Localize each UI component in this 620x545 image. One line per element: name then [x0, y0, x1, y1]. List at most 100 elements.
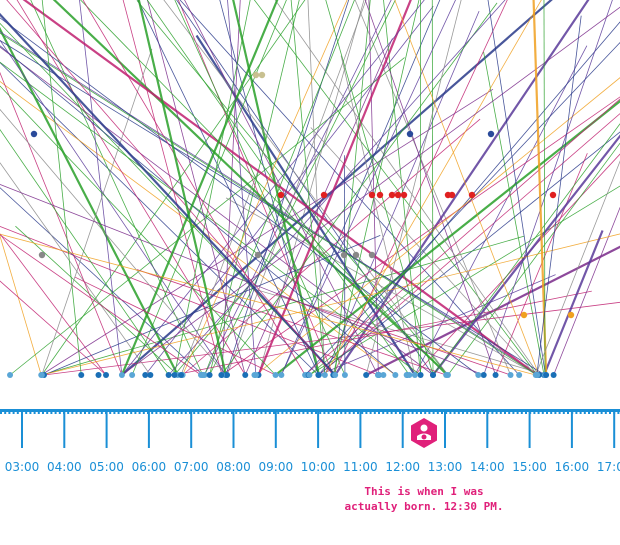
minor-tick	[470, 412, 473, 414]
tick-label: 08:00	[216, 460, 251, 474]
hour-tick	[613, 412, 616, 448]
connection-line	[0, 280, 107, 376]
minor-tick	[516, 412, 519, 414]
minor-tick	[33, 412, 36, 414]
time-dot	[543, 372, 550, 378]
minor-tick	[357, 412, 359, 414]
minor-tick	[29, 412, 32, 414]
minor-tick	[336, 412, 338, 414]
hour-tick	[105, 412, 108, 448]
connection-line	[221, 96, 620, 376]
group-dot	[320, 191, 328, 199]
minor-tick	[306, 412, 309, 414]
minor-tick	[285, 412, 288, 414]
minor-tick	[420, 412, 422, 414]
connection-line	[174, 290, 592, 376]
minor-tick	[457, 412, 460, 414]
minor-tick	[243, 412, 246, 414]
connection-line	[0, 39, 227, 376]
hour-tick	[570, 412, 573, 448]
minor-tick	[550, 412, 553, 414]
connection-line	[487, 0, 546, 376]
minor-tick	[109, 412, 112, 414]
connection-line	[79, 0, 123, 376]
minor-tick	[155, 412, 158, 414]
minor-tick	[533, 412, 536, 414]
minor-tick	[508, 412, 511, 414]
minor-tick	[138, 412, 141, 414]
hour-tick	[486, 412, 489, 448]
connection-line	[226, 0, 367, 376]
minor-tick	[562, 412, 565, 414]
connection-line	[136, 269, 447, 376]
time-dot	[242, 372, 249, 378]
minor-tick	[88, 412, 91, 414]
connection-line	[255, 77, 620, 376]
connection-line	[221, 2, 498, 376]
connection-line	[120, 0, 279, 376]
connection-line	[22, 0, 538, 376]
time-dot	[142, 372, 149, 378]
connection-line	[318, 274, 556, 376]
minor-tick	[298, 412, 301, 414]
connection-line	[168, 0, 506, 376]
time-dot	[147, 372, 154, 378]
time-dot	[411, 372, 418, 378]
group-dot	[30, 130, 38, 138]
tick-label: 15:00	[512, 460, 547, 474]
connection-line	[0, 61, 421, 376]
connection-line	[281, 0, 441, 376]
connection-line	[0, 234, 42, 376]
connection-line	[41, 235, 525, 376]
minor-tick	[25, 412, 28, 414]
group-dot	[468, 191, 476, 199]
group-dot	[254, 251, 262, 259]
connection-line	[0, 128, 169, 376]
minor-tick	[222, 412, 225, 414]
time-dot	[444, 372, 451, 378]
minor-tick	[273, 412, 275, 414]
minor-tick	[382, 412, 385, 414]
group-dot	[38, 251, 46, 259]
tick-label: 13:00	[428, 460, 463, 474]
connection-line	[447, 142, 620, 376]
tick-label: 12:00	[385, 460, 420, 474]
minor-tick	[407, 412, 410, 414]
connection-line	[483, 51, 545, 376]
axis: 03:00 04:00 05:00 06:00 07:00 08:00 09:00 10:00…	[0, 412, 620, 474]
connection-line	[0, 62, 319, 376]
minor-tick	[609, 412, 611, 414]
connection-line	[121, 6, 620, 376]
annotation-line: This is when I was	[364, 485, 483, 498]
connection-line	[244, 38, 393, 376]
group-dot	[487, 130, 495, 138]
minor-tick	[113, 412, 116, 414]
connection-line	[0, 17, 479, 376]
time-dot	[118, 372, 125, 378]
connection-line	[0, 234, 202, 376]
minor-tick	[42, 412, 44, 414]
tick-label: 10:00	[301, 460, 336, 474]
tick-label: 05:00	[89, 460, 124, 474]
minor-tick	[596, 412, 599, 414]
minor-tick	[378, 412, 380, 414]
minor-tick	[340, 412, 343, 414]
minor-tick	[84, 412, 86, 414]
hour-tick	[274, 412, 277, 448]
connection-line	[41, 0, 306, 376]
connection-line	[332, 0, 420, 376]
time-dot	[218, 372, 225, 378]
group-dot	[394, 191, 402, 199]
connection-line	[0, 81, 396, 376]
connection-lines	[0, 0, 620, 376]
minor-tick	[504, 412, 506, 414]
hour-tick	[63, 412, 66, 448]
minor-tick	[592, 412, 595, 414]
connection-line	[309, 185, 620, 376]
birth-icon	[411, 418, 437, 448]
minor-tick	[352, 412, 355, 414]
time-dot	[78, 372, 85, 378]
time-dot	[380, 372, 387, 378]
minor-tick	[436, 412, 439, 414]
time-dot	[95, 372, 102, 378]
